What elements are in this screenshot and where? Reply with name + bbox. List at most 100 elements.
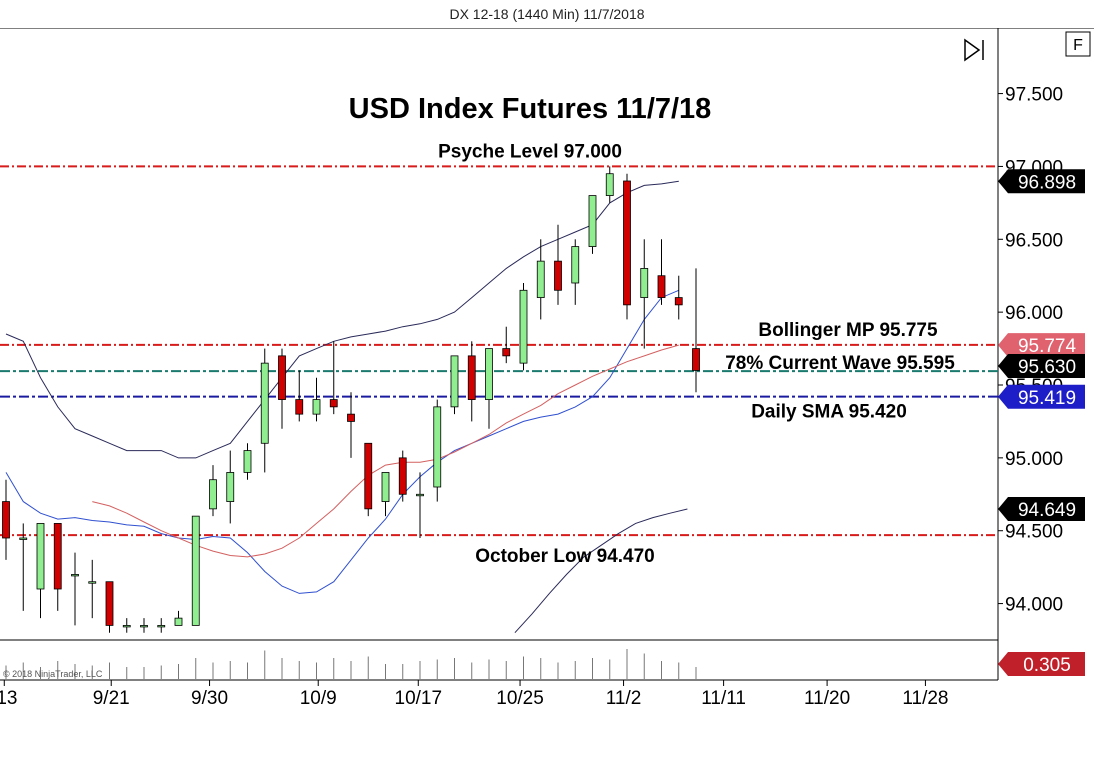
candle-body <box>692 348 700 371</box>
candle-body <box>674 297 683 306</box>
candle <box>191 515 200 626</box>
volume-marker: 0.305 <box>998 652 1085 676</box>
candle <box>450 355 459 415</box>
candle <box>657 239 666 305</box>
chart-window-caption: DX 12-18 (1440 Min) 11/7/2018 <box>449 6 645 22</box>
candle-body <box>140 625 148 628</box>
price-marker: 94.649 <box>998 497 1085 522</box>
candle <box>519 283 528 371</box>
price-marker-label: 0.305 <box>1023 655 1071 676</box>
candle <box>416 472 424 538</box>
price-chart[interactable]: 94.00094.50095.00095.50096.00096.50097.0… <box>0 28 1094 769</box>
candle-body <box>364 442 373 510</box>
candle-body <box>502 348 511 357</box>
date-tick-label: /13 <box>0 688 17 709</box>
candle <box>485 348 493 429</box>
candle <box>640 239 649 349</box>
candle-body <box>295 399 304 415</box>
candle-body <box>536 260 545 298</box>
candle <box>174 610 183 626</box>
candle-body <box>19 537 28 540</box>
price-marker-label: 94.649 <box>1018 500 1076 521</box>
candle <box>260 348 269 473</box>
candle <box>588 195 597 254</box>
candle <box>122 618 131 633</box>
price-marker-tag <box>998 384 1085 409</box>
candle <box>226 450 235 524</box>
price-marker: 96.898 <box>998 169 1085 194</box>
candle-body <box>122 625 131 628</box>
price-marker-tag <box>998 652 1085 676</box>
play-end-icon <box>964 38 981 62</box>
price-marker: 95.630 <box>998 354 1085 379</box>
candle-body <box>88 581 97 584</box>
candle-body <box>53 523 62 590</box>
candle <box>157 618 166 633</box>
candle-body <box>398 457 407 495</box>
level-label: October Low 94.470 <box>475 546 655 567</box>
candle <box>692 268 700 393</box>
candle-body <box>554 260 562 291</box>
candle-body <box>450 355 459 408</box>
price-marker-tag <box>998 169 1085 194</box>
candle <box>554 224 562 305</box>
price-marker-tag <box>998 497 1085 522</box>
bollinger-lower-line <box>514 508 688 634</box>
date-tick-label: 11/11 <box>701 688 746 709</box>
candle-body <box>605 173 614 196</box>
candle-body <box>467 355 476 400</box>
sma-fast-line <box>5 289 679 594</box>
candle <box>398 450 407 502</box>
candle <box>88 559 97 619</box>
candle-body <box>657 275 666 298</box>
candle-body <box>71 574 79 577</box>
candle-body <box>640 268 649 298</box>
candle <box>209 465 217 517</box>
candle <box>536 239 545 320</box>
candle <box>312 377 321 422</box>
candle-body <box>260 362 269 444</box>
candle <box>329 341 338 415</box>
candle-body <box>243 450 252 473</box>
candle-body <box>2 501 10 539</box>
price-marker-tag <box>998 333 1085 358</box>
candle <box>2 479 10 560</box>
candle-body <box>571 246 580 284</box>
candle <box>381 472 390 517</box>
bollinger-upper-line <box>5 180 679 459</box>
candle <box>571 239 580 305</box>
date-tick-label: 11/20 <box>804 688 850 709</box>
level-label: Daily SMA 95.420 <box>751 402 907 423</box>
candle <box>295 370 304 422</box>
price-tick-label: 94.500 <box>1005 522 1063 543</box>
price-marker-tag <box>998 354 1085 379</box>
copyright-watermark: © 2018 NinjaTrader, LLC <box>3 669 103 679</box>
candle <box>364 442 373 517</box>
candle <box>71 552 79 626</box>
price-marker: 95.774 <box>998 333 1085 358</box>
date-tick-label: 9/21 <box>93 688 130 709</box>
price-tick-label: 96.500 <box>1005 230 1063 251</box>
date-tick-label: 10/25 <box>496 688 544 709</box>
candle-body <box>105 581 114 626</box>
price-marker-label: 95.774 <box>1018 336 1077 357</box>
price-tick-label: 97.500 <box>1005 85 1063 106</box>
candle <box>19 523 28 611</box>
candle <box>105 581 114 633</box>
candle-body <box>157 625 166 628</box>
candle-body <box>36 523 45 590</box>
candle <box>605 166 614 203</box>
candle <box>36 523 45 619</box>
f-button-label: F <box>1073 37 1083 54</box>
date-tick-label: 11/28 <box>902 688 948 709</box>
price-tick-label: 94.000 <box>1005 595 1063 616</box>
candle <box>347 392 355 458</box>
candle <box>623 173 631 320</box>
date-tick-label: 11/2 <box>606 688 642 709</box>
date-tick-label: 10/17 <box>395 688 443 709</box>
candle <box>278 348 286 429</box>
f-toggle-button[interactable]: F <box>1065 31 1091 57</box>
candle-body <box>381 472 390 502</box>
scroll-to-end-button[interactable] <box>960 38 990 62</box>
candle <box>467 341 476 422</box>
